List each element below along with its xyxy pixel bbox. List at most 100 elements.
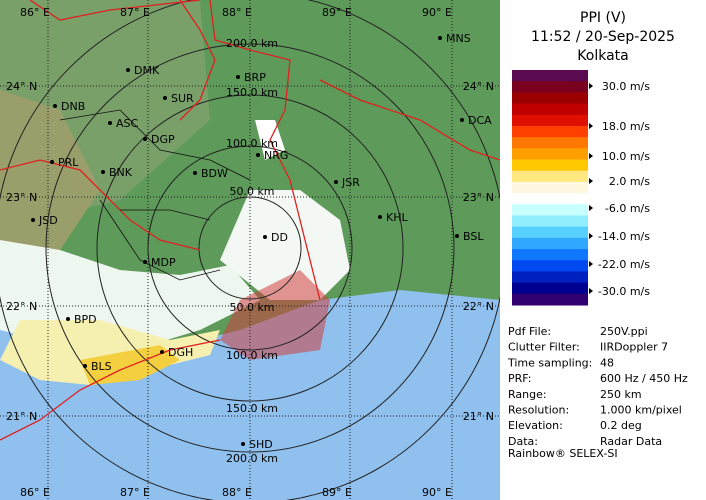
lon-label: 87° E [120, 486, 150, 499]
station-dot [438, 36, 442, 40]
info-value: IIRDoppler 7 [600, 341, 668, 354]
echo-yellow-strong [80, 345, 180, 385]
station-label: MNS [446, 32, 471, 45]
lon-label: 89° E [322, 6, 352, 19]
lon-label: 90° E [422, 6, 452, 19]
station-dot [160, 350, 164, 354]
scale-band [512, 148, 588, 161]
station-dot [50, 160, 54, 164]
station-dot [378, 215, 382, 219]
scale-band [512, 282, 588, 295]
scale-band [512, 215, 588, 228]
info-value: 1.000 km/pixel [600, 404, 682, 417]
scale-band [512, 226, 588, 239]
station-label: DCA [468, 114, 492, 127]
range-ring [147, 145, 353, 351]
station-label: DGH [168, 346, 193, 359]
info-key: Data: [508, 435, 538, 448]
station-label: DNB [61, 100, 85, 113]
info-key: Time sampling: [507, 356, 592, 369]
station-label: ASC [116, 117, 139, 130]
scale-label: 2.0 m/s [609, 175, 650, 188]
lat-label: 23° N [463, 191, 494, 204]
station-dot [263, 235, 267, 239]
info-value: 48 [600, 356, 614, 369]
lat-label: 24° N [6, 80, 37, 93]
scale-arrow [589, 178, 593, 184]
scale-label: 18.0 m/s [602, 120, 650, 133]
station-label: BDW [201, 167, 228, 180]
terrain-hills [0, 90, 100, 260]
info-value: 600 Hz / 450 Hz [600, 372, 688, 385]
info-key: Resolution: [508, 404, 569, 417]
station-label: NRG [264, 149, 288, 162]
panel-time: 11:52 / 20-Sep-2025 [531, 29, 675, 45]
station-dot [163, 96, 167, 100]
station-label: BNK [109, 166, 133, 179]
lon-label: 88° E [222, 486, 252, 499]
scale-band [512, 70, 588, 82]
range-label: 200.0 km [226, 452, 278, 465]
range-label: 200.0 km [226, 37, 278, 50]
lat-label: 24° N [463, 80, 494, 93]
scale-band [512, 114, 588, 127]
panel-site: Kolkata [577, 48, 628, 64]
station-label: JSD [38, 214, 58, 227]
lon-label: 86° E [20, 486, 50, 499]
info-key: Range: [508, 388, 547, 401]
scale-arrow [589, 123, 593, 129]
scale-label: 30.0 m/s [602, 80, 650, 93]
lat-label: 23° N [6, 191, 37, 204]
range-label: 150.0 km [226, 402, 278, 415]
range-label: 150.0 km [226, 86, 278, 99]
scale-band [512, 293, 588, 306]
lon-label: 87° E [120, 6, 150, 19]
info-key: PRF: [508, 372, 531, 385]
station-label: BRP [244, 71, 266, 84]
station-dot [126, 68, 130, 72]
info-value: 250V.ppi [600, 325, 648, 338]
scale-arrow [589, 261, 593, 267]
scale-arrow [589, 153, 593, 159]
station-label: BSL [463, 230, 484, 243]
scale-band [512, 181, 588, 194]
lat-label: 22° N [463, 300, 494, 313]
station-dot [460, 118, 464, 122]
scale-band [512, 237, 588, 250]
range-label: 50.0 km [229, 301, 274, 314]
info-value: 250 km [600, 388, 642, 401]
station-label: DMK [134, 64, 160, 77]
station-label: BLS [91, 360, 112, 373]
lat-label: 22° N [6, 300, 37, 313]
lat-label: 21° N [463, 410, 494, 423]
sundarbans-rivers [220, 270, 330, 360]
scale-arrow [589, 233, 593, 239]
range-label: 100.0 km [226, 137, 278, 150]
radar-map: 86° E 86° E 87° E 87° E 88° E 88° E 89° E 89° E… [0, 0, 500, 500]
range-ring [45, 43, 455, 453]
station-dot [53, 104, 57, 108]
station-dot [241, 442, 245, 446]
scale-band [512, 170, 588, 183]
scale-band [512, 92, 588, 105]
lon-label: 86° E [20, 6, 50, 19]
station-label: MDP [151, 256, 176, 269]
scale-label: -6.0 m/s [605, 202, 650, 215]
boundaries [0, 0, 500, 441]
range-label: 100.0 km [226, 349, 278, 362]
station-label: BPD [74, 313, 97, 326]
scale-band [512, 103, 588, 116]
info-key: Pdf File: [508, 325, 551, 338]
station-label: PRL [58, 156, 79, 169]
station-label: JSR [341, 176, 360, 189]
scale-band [512, 271, 588, 284]
station-label: SHD [249, 438, 273, 451]
echo-yellow [0, 320, 220, 385]
info-panel: PPI (V) 11:52 / 20-Sep-2025 Kolkata 30.0… [500, 0, 706, 500]
station-label: DD [271, 231, 288, 244]
panel-title: PPI (V) [580, 10, 626, 26]
lat-label: 21° N [6, 410, 37, 423]
info-key: Clutter Filter: [508, 341, 580, 354]
scale-band [512, 125, 588, 138]
